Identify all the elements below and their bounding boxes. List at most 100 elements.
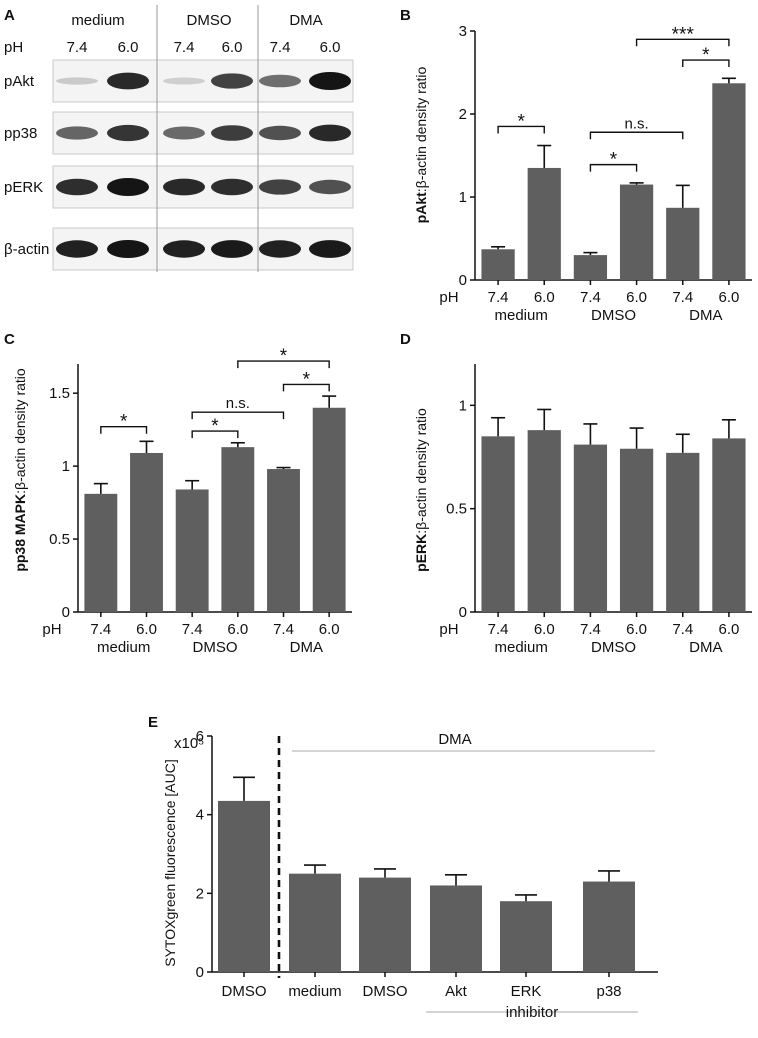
bar <box>84 493 118 612</box>
blot-group-dma: DMA <box>289 12 322 29</box>
panel-label-d: D <box>400 331 411 348</box>
y-axis-label-d-rest: :β-actin density ratio <box>413 408 429 534</box>
chart-e-marks: 0 2 4 6 DMSO medium DMSO Akt ERK p38 DMA inhibitor <box>196 728 658 1021</box>
blot-band <box>107 124 149 142</box>
x-tick-label: DMSO <box>222 983 267 1000</box>
x-tick-label: 7.4 <box>90 621 111 638</box>
x-tick-label: ERK <box>511 983 542 1000</box>
y-tick-label: 0.5 <box>446 501 467 518</box>
blot-band <box>163 178 205 196</box>
x-tick-label: 6.0 <box>136 621 157 638</box>
group-label: DMSO <box>591 307 636 324</box>
blot-row-0: pAkt <box>4 59 354 103</box>
y-tick-label: 0 <box>459 272 467 289</box>
blot-row-label: pERK <box>4 179 43 196</box>
bar <box>481 436 515 612</box>
bar <box>481 249 515 280</box>
blot-band <box>107 240 149 258</box>
blot-band <box>211 73 253 89</box>
ph-label: pH <box>42 621 61 638</box>
bar <box>527 430 561 612</box>
blot-group-dmso: DMSO <box>187 12 232 29</box>
chart-panel-b: B pAkt:β-actin density ratio 0 1 2 3 7.4 6.0 7… <box>400 7 752 324</box>
bar <box>218 800 270 972</box>
chart-panel-c: C pp38 MAPK:β-actin density ratio 0 0.5 1 1… <box>4 331 352 656</box>
blot-ph-3: 6.0 <box>222 39 243 56</box>
blot-band <box>259 74 301 88</box>
inhibitor-label: inhibitor <box>506 1004 559 1021</box>
x-tick-label: 7.4 <box>580 289 601 306</box>
bar <box>712 438 746 612</box>
x-tick-label: 6.0 <box>626 621 647 638</box>
blot-strip <box>52 59 354 103</box>
significance-bracket <box>589 163 638 172</box>
y-tick-label: 6 <box>196 728 204 745</box>
group-label: DMA <box>689 639 722 656</box>
x-tick-label: 6.0 <box>534 621 555 638</box>
x-tick-label: medium <box>288 983 341 1000</box>
x-tick-label: Akt <box>445 983 468 1000</box>
y-axis-label-b: pAkt:β-actin density ratio <box>413 66 429 223</box>
blot-row-1: pp38 <box>4 111 354 155</box>
blot-row-2: pERK <box>4 165 354 209</box>
blot-row-label: pAkt <box>4 73 35 90</box>
blot-ph-4: 7.4 <box>270 39 291 56</box>
significance-bracket <box>635 38 730 47</box>
blot-band <box>309 240 351 258</box>
y-axis-label-c-rest: :β-actin density ratio <box>12 368 28 494</box>
bar <box>175 489 209 612</box>
panel-label-e: E <box>148 714 158 731</box>
blot-panel-a: A medium DMSO DMA pH 7.4 6.0 7.4 6.0 7.4 6.0 … <box>4 5 354 272</box>
bar <box>312 407 346 612</box>
significance-star: * <box>211 416 219 437</box>
blot-band <box>163 240 205 258</box>
y-tick-label: 2 <box>196 885 204 902</box>
blot-ph-1: 6.0 <box>118 39 139 56</box>
x-tick-label: 7.4 <box>273 621 294 638</box>
bar <box>430 885 482 972</box>
y-tick-label: 0 <box>459 604 467 621</box>
blot-band <box>309 124 351 142</box>
chart-panel-d: D pERK:β-actin density ratio 0 0.5 1 7.4 6.0… <box>400 331 752 656</box>
significance-star: * <box>303 369 311 390</box>
dma-group-label: DMA <box>438 731 471 748</box>
blot-ph-label: pH <box>4 39 23 56</box>
blot-ph-0: 7.4 <box>67 39 88 56</box>
y-axis-label-c-bold: pp38 MAPK <box>12 494 28 572</box>
bar <box>712 83 746 280</box>
blot-band <box>211 125 253 141</box>
y-axis-label-b-rest: :β-actin density ratio <box>413 66 429 192</box>
significance-star: * <box>517 111 525 132</box>
group-label: DMA <box>290 639 323 656</box>
blot-row-3: β-actin <box>4 227 354 271</box>
x-tick-label: 6.0 <box>319 621 340 638</box>
blot-band <box>107 178 149 196</box>
significance-ns: n.s. <box>624 115 648 132</box>
bar <box>619 448 654 612</box>
significance-ns: n.s. <box>226 395 250 412</box>
blot-band <box>259 240 301 258</box>
x-tick-label: p38 <box>596 983 621 1000</box>
blot-row-label: β-actin <box>4 241 49 258</box>
blot-band <box>163 77 205 85</box>
blot-band <box>309 179 351 195</box>
bar <box>573 444 608 612</box>
chart-panel-e: E x10⁵ SYTOXgreen fluorescence [AUC] 0 2 4… <box>148 714 658 1021</box>
blot-band <box>211 240 253 258</box>
blot-group-medium: medium <box>71 12 124 29</box>
group-label: medium <box>494 639 547 656</box>
group-label: DMA <box>689 307 722 324</box>
ph-label: pH <box>439 289 458 306</box>
blot-ph-2: 7.4 <box>174 39 195 56</box>
blot-row-label: pp38 <box>4 125 37 142</box>
panel-label-b: B <box>400 7 411 24</box>
y-tick-label: 1 <box>459 189 467 206</box>
blot-band <box>56 240 98 258</box>
blot-band <box>309 72 351 90</box>
x-tick-label: 7.4 <box>580 621 601 638</box>
y-tick-label: 1.5 <box>49 385 70 402</box>
y-tick-label: 2 <box>459 106 467 123</box>
bar <box>583 881 635 972</box>
chart-b-marks: 0 1 2 3 7.4 6.0 7.4 6.0 7.4 6.0 pH medium DMSO DMA * * n… <box>439 23 752 324</box>
